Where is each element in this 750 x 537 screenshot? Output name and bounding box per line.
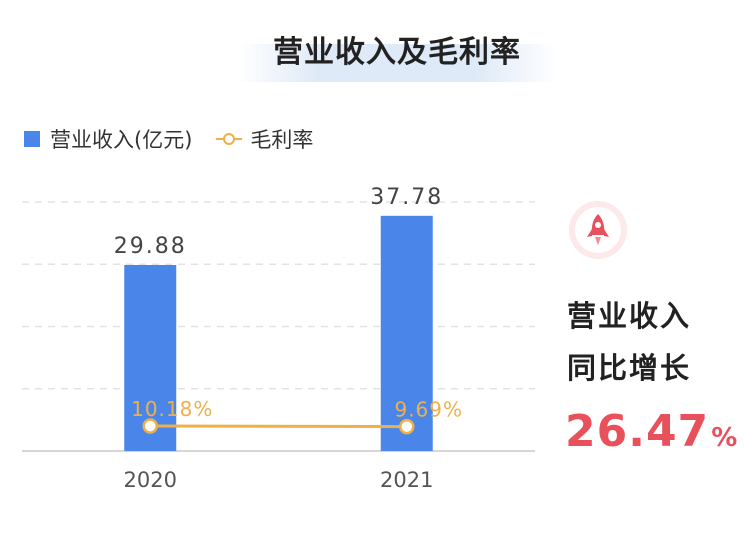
bar-data-label: 37.78 <box>370 185 443 210</box>
legend-label-margin: 毛利率 <box>250 128 314 152</box>
legend-label-revenue: 营业收入(亿元) <box>50 128 193 152</box>
line-data-label: 10.18% <box>131 397 213 421</box>
chart-title-block: 营业收入及毛利率 <box>237 30 557 82</box>
x-tick-label: 2020 <box>124 468 177 492</box>
growth-number: 26.47 <box>565 406 710 457</box>
legend-swatch-line <box>216 133 243 145</box>
line-margin <box>150 424 407 429</box>
legend: 营业收入(亿元) 毛利率 <box>24 124 337 154</box>
line-point-margin <box>399 418 415 435</box>
legend-item-margin: 毛利率 <box>216 124 313 154</box>
title-highlight <box>237 44 557 82</box>
bar-data-label: 29.88 <box>114 234 187 259</box>
growth-value: 26.47% <box>565 406 737 457</box>
side-label-line1: 营业收入 <box>567 299 692 333</box>
rocket-icon <box>569 201 627 259</box>
x-tick-label: 2021 <box>380 468 433 492</box>
line-point-margin <box>142 418 158 434</box>
chart-title: 营业收入及毛利率 <box>273 35 521 70</box>
bar-revenue <box>380 215 433 451</box>
legend-item-revenue: 营业收入(亿元) <box>24 124 192 154</box>
side-label-line2: 同比增长 <box>567 351 692 385</box>
legend-swatch-bar <box>24 131 40 147</box>
growth-unit: % <box>711 423 738 453</box>
line-data-label: 9.69% <box>394 398 463 422</box>
